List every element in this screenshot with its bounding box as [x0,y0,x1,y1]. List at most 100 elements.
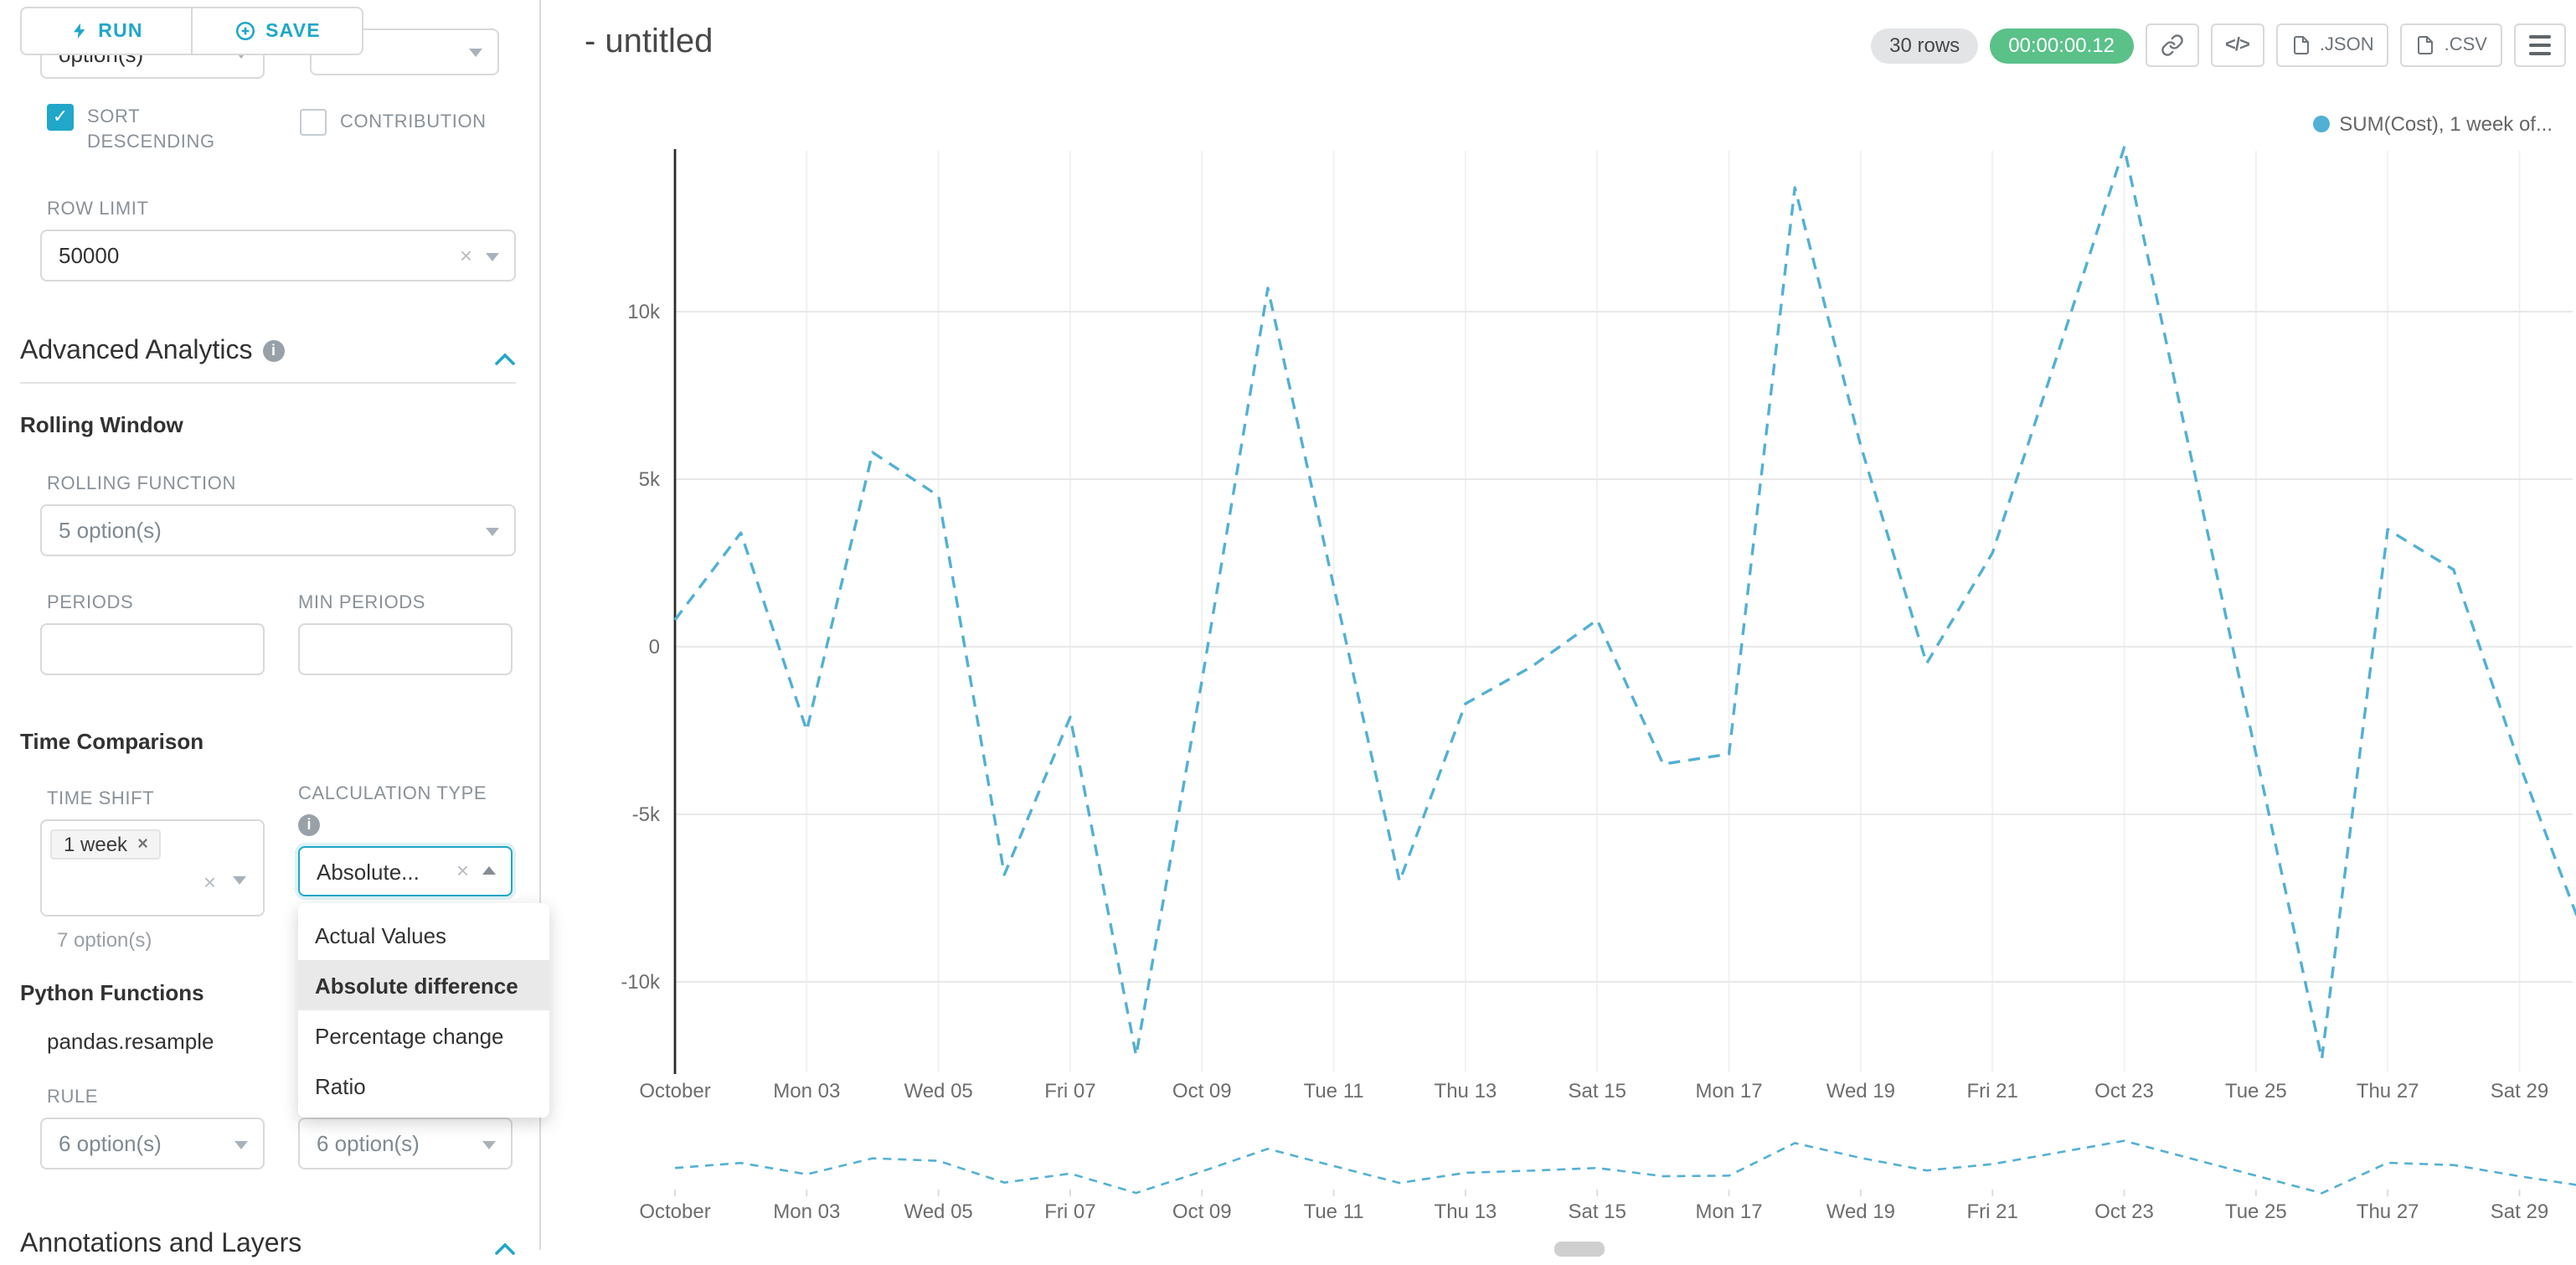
button-divider [191,8,193,54]
periods-label: PERIODS [47,593,134,613]
control-panel: option(s) RUN SAVE ✓ SORT DESCENDING CON [0,0,549,1258]
resize-handle[interactable] [1554,1242,1605,1257]
chevron-down-icon [234,1140,248,1149]
calculation-type-select[interactable]: Absolute... × [298,846,513,896]
svg-text:Tue 11: Tue 11 [1304,1080,1364,1102]
svg-text:Mon 03: Mon 03 [773,1200,840,1223]
time-shift-select[interactable]: 1 week × × [40,819,265,916]
save-button-label: SAVE [265,21,321,41]
row-limit-value: 50000 [59,243,120,268]
svg-text:10k: 10k [627,301,661,323]
contribution-label: CONTRIBUTION [340,112,487,132]
option-ratio[interactable]: Ratio [315,1073,366,1098]
min-periods-label: MIN PERIODS [298,593,426,613]
annotations-header[interactable]: Annotations and Layers [20,1230,516,1260]
clear-icon[interactable]: × [203,870,216,895]
annotations-title: Annotations and Layers [20,1230,302,1258]
rolling-function-label: ROLLING FUNCTION [47,474,236,494]
clear-icon[interactable]: × [456,858,469,883]
chevron-up-icon[interactable] [494,345,516,375]
time-comparison-title: Time Comparison [20,729,204,754]
chevron-down-icon [469,49,482,57]
svg-text:Tue 11: Tue 11 [1304,1200,1364,1223]
plus-circle-icon [235,21,255,41]
svg-text:Fri 21: Fri 21 [1967,1080,2018,1102]
svg-text:Wed 19: Wed 19 [1826,1200,1895,1223]
remove-tag-icon[interactable]: × [137,834,148,855]
python-function-name: pandas.resample [47,1029,214,1054]
svg-text:Fri 07: Fri 07 [1044,1080,1095,1102]
mini-range-chart[interactable]: October Mon 03 Wed 05 Fri 07 Oct 09 Tue 11 Thu… [541,1119,2576,1250]
svg-text:Thu 13: Thu 13 [1435,1200,1497,1223]
rolling-window-title: Rolling Window [20,412,183,437]
svg-text:Fri 07: Fri 07 [1044,1200,1095,1223]
info-icon: i [262,340,285,362]
svg-text:Sat 29: Sat 29 [2491,1200,2548,1223]
svg-text:Sat 15: Sat 15 [1569,1200,1626,1223]
svg-text:Wed 05: Wed 05 [904,1200,972,1223]
copy-link-button[interactable] [2145,23,2198,67]
svg-text:Mon 03: Mon 03 [773,1080,840,1102]
svg-text:Oct 23: Oct 23 [2094,1080,2154,1102]
time-shift-tag: 1 week × [50,829,162,860]
query-timer-badge: 00:00:00.12 [1990,28,2133,63]
periods-input[interactable] [40,623,265,675]
svg-text:Oct 09: Oct 09 [1172,1080,1232,1102]
advanced-analytics-header[interactable]: Advanced Analytics i [20,337,516,384]
checkbox-checked-icon: ✓ [47,104,74,131]
chevron-up-icon [482,866,496,875]
calculation-type-dropdown: Actual Values Absolute difference Percen… [298,903,549,1118]
export-csv-button[interactable]: .CSV [2400,23,2502,67]
export-json-button[interactable]: .JSON [2275,23,2389,67]
row-count-badge: 30 rows [1871,28,1979,63]
chart-menu-button[interactable] [2514,23,2566,67]
svg-text:0: 0 [649,636,660,658]
sort-descending-checkbox[interactable]: ✓ SORT DESCENDING [47,104,240,156]
svg-text:Thu 27: Thu 27 [2357,1080,2419,1102]
calculation-type-value: Absolute... [317,859,420,884]
chevron-down-icon [233,876,246,885]
file-icon [2418,36,2434,54]
svg-text:Oct 23: Oct 23 [2094,1200,2154,1223]
svg-text:Thu 27: Thu 27 [2357,1200,2419,1223]
save-button[interactable]: SAVE [193,8,362,54]
time-shift-tag-label: 1 week [64,833,128,856]
rule-value-2: 6 option(s) [317,1131,420,1156]
run-save-toolbar: RUN SAVE [20,7,363,55]
svg-text:October: October [639,1200,710,1223]
rolling-function-select[interactable]: 5 option(s) [40,504,516,556]
timeseries-chart[interactable]: October Mon 03 Wed 05 Fri 07 Oct 09 Tue 11 Thu… [541,142,2576,1134]
legend-label: SUM(Cost), 1 week of... [2339,112,2553,136]
min-periods-input[interactable] [298,623,513,675]
svg-text:-5k: -5k [632,803,661,826]
chevron-up-icon[interactable] [494,1235,516,1265]
row-limit-select[interactable]: 50000 × [40,230,516,281]
svg-text:Fri 21: Fri 21 [1967,1200,2018,1223]
svg-text:Thu 13: Thu 13 [1435,1080,1497,1102]
rule-select-2[interactable]: 6 option(s) [298,1118,513,1169]
rule-value: 6 option(s) [59,1131,162,1156]
contribution-checkbox[interactable]: CONTRIBUTION [300,109,518,136]
svg-text:Wed 19: Wed 19 [1826,1080,1895,1102]
option-actual-values[interactable]: Actual Values [315,922,447,947]
option-percentage-change[interactable]: Percentage change [315,1023,504,1048]
svg-text:October: October [639,1080,710,1102]
sort-descending-label: SORT DESCENDING [87,107,215,152]
chart-title[interactable]: - untitled [585,23,714,60]
chart-legend[interactable]: SUM(Cost), 1 week of... [2312,112,2553,136]
chevron-down-icon [486,527,499,535]
rule-select[interactable]: 6 option(s) [40,1118,265,1169]
chevron-down-icon [482,1140,496,1149]
advanced-analytics-title: Advanced Analytics [20,337,253,365]
python-functions-title: Python Functions [20,980,204,1005]
clear-icon[interactable]: × [459,242,472,267]
view-query-button[interactable]: </> [2210,23,2264,67]
option-absolute-difference[interactable]: Absolute difference [298,960,549,1010]
info-icon: i [298,814,320,836]
svg-text:Sat 15: Sat 15 [1569,1080,1626,1102]
svg-text:Tue 25: Tue 25 [2225,1080,2287,1102]
svg-text:Mon 17: Mon 17 [1696,1200,1763,1223]
run-button[interactable]: RUN [22,8,191,54]
lightning-icon [73,23,85,39]
